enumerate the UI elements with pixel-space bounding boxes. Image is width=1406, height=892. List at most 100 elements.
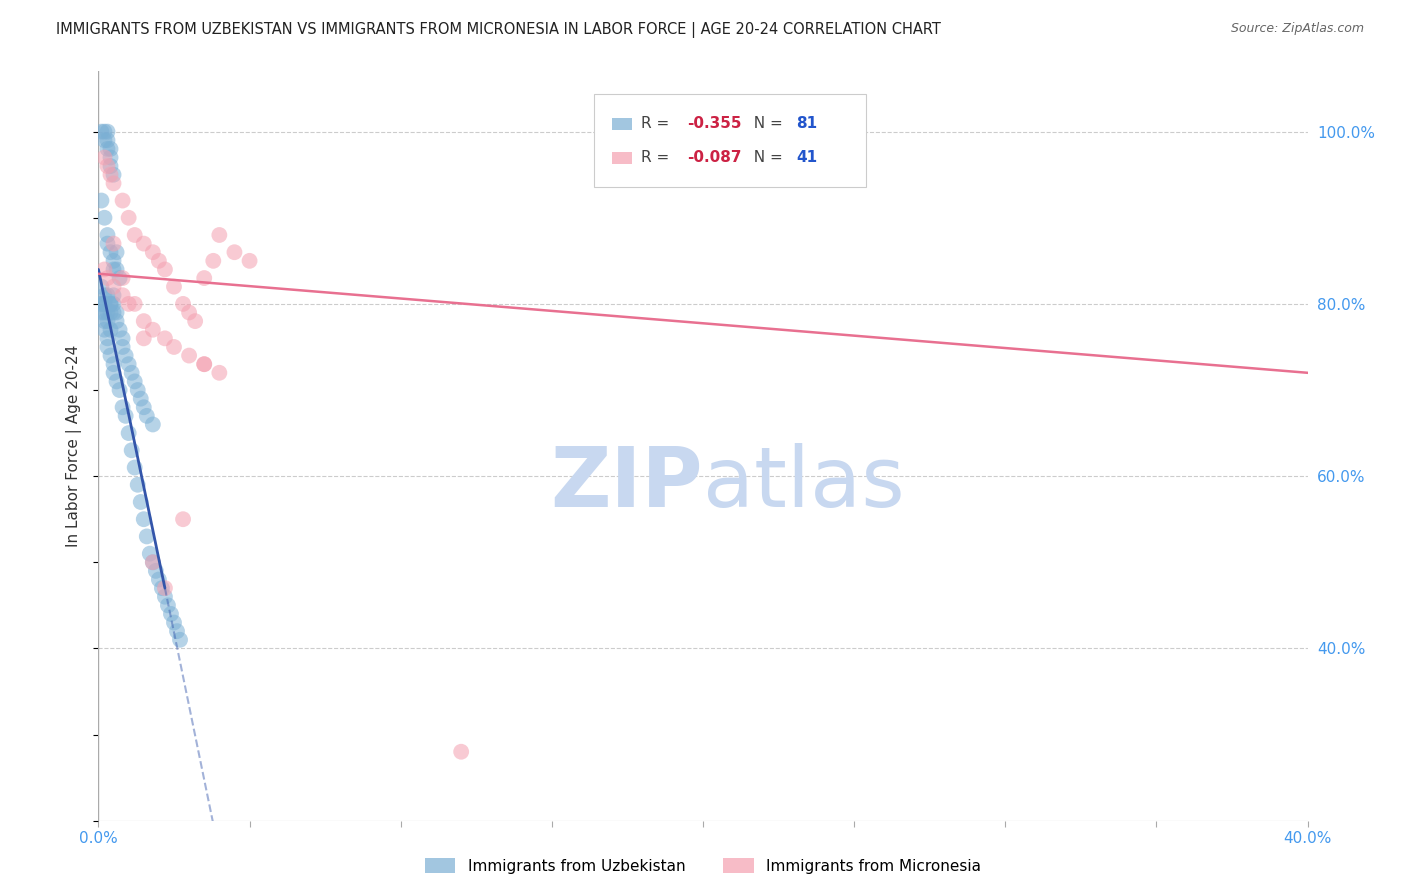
- Point: [100, 151, 122, 165]
- Point: [90, 125, 112, 139]
- Point: [93, 125, 115, 139]
- Bar: [613, 152, 631, 163]
- Text: atlas: atlas: [703, 443, 904, 524]
- Point: [153, 262, 176, 277]
- Point: [148, 573, 170, 587]
- Point: [100, 168, 122, 182]
- Text: ZIP: ZIP: [551, 443, 703, 524]
- Point: [118, 426, 141, 441]
- Point: [100, 142, 122, 156]
- Point: [142, 417, 165, 432]
- Point: [135, 409, 157, 423]
- Point: [142, 245, 165, 260]
- Point: [132, 314, 155, 328]
- Point: [100, 245, 122, 260]
- Point: [129, 392, 152, 406]
- Point: [100, 349, 122, 363]
- Text: N =: N =: [744, 150, 787, 165]
- Point: [108, 323, 131, 337]
- Point: [93, 314, 115, 328]
- Text: R =: R =: [641, 150, 675, 165]
- Point: [118, 357, 141, 371]
- Text: 81: 81: [796, 116, 817, 131]
- Point: [105, 262, 128, 277]
- Point: [193, 357, 215, 371]
- Point: [153, 331, 176, 345]
- Point: [111, 288, 134, 302]
- Point: [103, 297, 125, 311]
- Point: [90, 279, 112, 293]
- Point: [124, 460, 146, 475]
- Text: Source: ZipAtlas.com: Source: ZipAtlas.com: [1230, 22, 1364, 36]
- Point: [103, 168, 125, 182]
- Point: [124, 227, 146, 242]
- Point: [103, 305, 125, 319]
- Point: [105, 375, 128, 389]
- Point: [124, 297, 146, 311]
- Point: [179, 305, 201, 319]
- Point: [96, 142, 118, 156]
- Point: [208, 366, 231, 380]
- Point: [127, 477, 149, 491]
- Point: [103, 262, 125, 277]
- Point: [100, 305, 122, 319]
- FancyBboxPatch shape: [595, 94, 866, 187]
- Point: [121, 443, 143, 458]
- Point: [202, 253, 225, 268]
- Point: [108, 383, 131, 397]
- Point: [118, 297, 141, 311]
- Point: [90, 305, 112, 319]
- Text: IMMIGRANTS FROM UZBEKISTAN VS IMMIGRANTS FROM MICRONESIA IN LABOR FORCE | AGE 20: IMMIGRANTS FROM UZBEKISTAN VS IMMIGRANTS…: [56, 22, 941, 38]
- Point: [163, 340, 186, 354]
- Point: [103, 279, 125, 293]
- Point: [193, 271, 215, 285]
- Bar: [613, 118, 631, 130]
- Point: [96, 236, 118, 251]
- Point: [111, 271, 134, 285]
- Y-axis label: In Labor Force | Age 20-24: In Labor Force | Age 20-24: [66, 345, 83, 547]
- Point: [100, 297, 122, 311]
- Point: [129, 495, 152, 509]
- Legend: Immigrants from Uzbekistan, Immigrants from Micronesia: Immigrants from Uzbekistan, Immigrants f…: [419, 852, 987, 880]
- Point: [193, 357, 215, 371]
- Point: [111, 194, 134, 208]
- Point: [172, 297, 194, 311]
- Point: [93, 288, 115, 302]
- Point: [103, 288, 125, 302]
- Point: [103, 366, 125, 380]
- Point: [96, 314, 118, 328]
- Point: [114, 409, 136, 423]
- Point: [93, 211, 115, 225]
- Point: [96, 159, 118, 173]
- Point: [121, 366, 143, 380]
- Point: [93, 305, 115, 319]
- Point: [135, 529, 157, 543]
- Point: [450, 745, 472, 759]
- Point: [105, 305, 128, 319]
- Point: [93, 323, 115, 337]
- Point: [108, 271, 131, 285]
- Point: [132, 512, 155, 526]
- Point: [132, 401, 155, 415]
- Point: [142, 555, 165, 569]
- Point: [93, 133, 115, 147]
- Point: [239, 253, 262, 268]
- Point: [145, 564, 167, 578]
- Point: [118, 211, 141, 225]
- Point: [96, 133, 118, 147]
- Point: [103, 357, 125, 371]
- Point: [153, 590, 176, 604]
- Text: R =: R =: [641, 116, 675, 131]
- Point: [93, 297, 115, 311]
- Point: [103, 177, 125, 191]
- Point: [224, 245, 246, 260]
- Point: [124, 375, 146, 389]
- Point: [96, 227, 118, 242]
- Point: [208, 227, 231, 242]
- Point: [127, 383, 149, 397]
- Point: [96, 305, 118, 319]
- Point: [150, 581, 173, 595]
- Point: [111, 401, 134, 415]
- Text: 41: 41: [796, 150, 817, 165]
- Point: [100, 297, 122, 311]
